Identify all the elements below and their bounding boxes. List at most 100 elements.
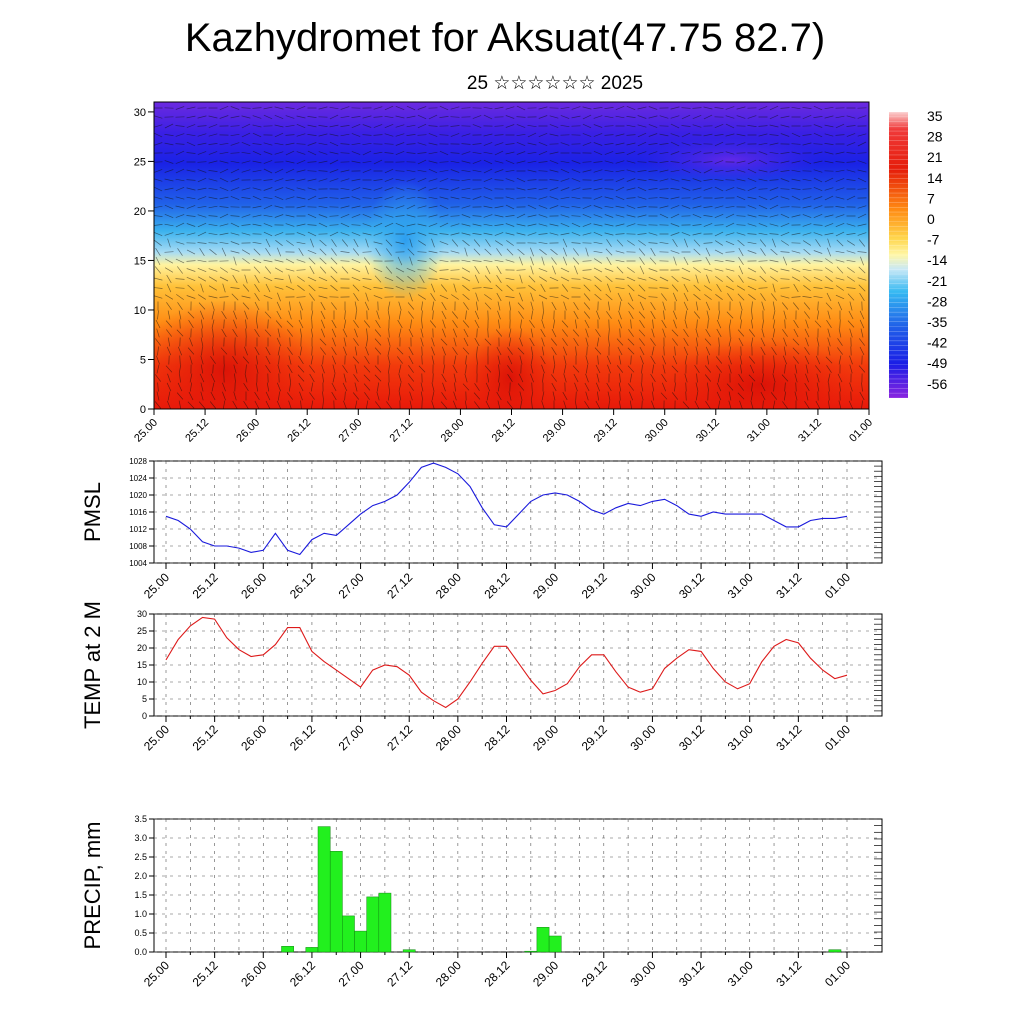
temp-series-line	[165, 616, 848, 709]
temp-y-tick-label: 5	[142, 694, 147, 704]
temp-y-tick-label: 25	[137, 626, 147, 636]
temp-x-tick-label: 29.00	[530, 722, 561, 753]
pmsl-y-tick-label: 1012	[129, 525, 147, 534]
temp-y-tick-label: 30	[137, 609, 147, 619]
precip-bar	[329, 851, 343, 953]
temp-x-tick-label: 31.00	[725, 722, 756, 753]
xsec-x-tick-label: 26.00	[234, 417, 262, 445]
precip-bar	[548, 935, 562, 953]
precip-panel: 0.0 0.5 1.0 1.5 2.0 2.5 3.0 3.5 25.00 25.12 26.00 2…	[80, 814, 883, 989]
precip-x-tick-label: 28.12	[481, 958, 512, 989]
precip-bar	[536, 927, 550, 953]
precip-y-tick-label: 2.5	[134, 852, 147, 862]
warm-core-left	[154, 300, 315, 409]
precip-x-tick-label: 29.00	[530, 958, 561, 989]
temp-x-tick-label: 30.12	[676, 722, 707, 753]
precip-x-tick-label: 25.00	[141, 958, 172, 989]
precip-x-tick-label: 25.12	[190, 958, 221, 989]
precip-x-tick-label: 01.00	[822, 958, 853, 989]
xsec-x-tick-label: 29.12	[592, 417, 620, 445]
colorbar-label: 21	[927, 149, 943, 165]
temp-x-tick-label: 26.00	[238, 722, 269, 753]
pmsl-y-axis-label: PMSL	[80, 482, 105, 542]
pmsl-y-tick-label: 1004	[129, 559, 147, 568]
pmsl-panel: 1004 1008 1012 1016 1020 1024 1028 25.00 25.12 26…	[80, 457, 883, 601]
precip-y-tick-label: 0.0	[134, 947, 147, 957]
precip-bar	[281, 946, 294, 953]
xsec-y-tick-label: 25	[134, 156, 146, 168]
pmsl-x-tick-label: 25.00	[141, 570, 172, 601]
pmsl-x-tick-label: 26.00	[238, 570, 269, 601]
chart-title: Kazhydromet for Aksuat(47.75 82.7)	[184, 16, 826, 60]
temp-x-tick-label: 27.00	[336, 722, 367, 753]
xsec-y-tick-label: 0	[140, 404, 146, 416]
colorbar-label: -56	[927, 376, 947, 392]
precip-bar	[378, 892, 392, 953]
warm-core-right	[665, 340, 855, 409]
xsec-x-tick-label: 28.12	[490, 417, 518, 445]
pmsl-x-tick-label: 29.00	[530, 570, 561, 601]
colorbar-label: 35	[927, 108, 943, 124]
xsec-x-tick-label: 26.12	[285, 417, 313, 445]
precip-bar	[317, 826, 331, 953]
precip-y-axis-label: PRECIP, mm	[80, 822, 105, 950]
pmsl-series-line	[165, 462, 848, 556]
precip-x-tick-label: 26.12	[287, 958, 318, 989]
xsec-x-tick-label: 31.12	[796, 417, 824, 445]
temp-y-tick-label: 20	[137, 643, 147, 653]
temp-x-tick-label: 25.12	[190, 722, 221, 753]
xsec-x-tick-label: 25.12	[183, 417, 211, 445]
precip-x-tick-label: 30.12	[676, 958, 707, 989]
pmsl-x-tick-label: 31.12	[773, 570, 804, 601]
pmsl-x-tick-label: 27.00	[336, 570, 367, 601]
colorbar-label: -28	[927, 293, 947, 309]
temp-y-tick-label: 0	[142, 711, 147, 721]
colorbar-label: -35	[927, 314, 947, 330]
xsec-x-tick-label: 30.12	[694, 417, 722, 445]
temp-y-tick-label: 10	[137, 677, 147, 687]
precip-x-tick-label: 27.00	[336, 958, 367, 989]
precip-x-tick-label: 30.00	[627, 958, 658, 989]
precip-x-tick-label: 27.12	[384, 958, 415, 989]
pmsl-y-tick-label: 1008	[129, 542, 147, 551]
colorbar-label: -42	[927, 335, 947, 351]
xsec-x-tick-label: 01.00	[847, 417, 875, 445]
colorbar-label: 28	[927, 129, 943, 145]
colorbar-label: 7	[927, 190, 935, 206]
temp-x-tick-label: 28.12	[481, 722, 512, 753]
xsec-y-tick-label: 30	[134, 107, 146, 119]
pmsl-x-tick-label: 01.00	[822, 570, 853, 601]
precip-bar	[305, 947, 319, 953]
pmsl-y-tick-label: 1020	[129, 491, 147, 500]
xsec-x-tick-label: 31.00	[745, 417, 773, 445]
xsec-y-tick-label: 10	[134, 305, 146, 317]
pmsl-y-tick-label: 1024	[129, 474, 147, 483]
colorbar-label: -14	[927, 252, 947, 268]
pmsl-y-tick-label: 1028	[129, 457, 147, 466]
pmsl-x-tick-label: 28.00	[433, 570, 464, 601]
pmsl-y-tick-label: 1016	[129, 508, 147, 517]
pmsl-x-tick-label: 30.00	[627, 570, 658, 601]
temp-x-tick-label: 26.12	[287, 722, 318, 753]
temp-x-tick-label: 27.12	[384, 722, 415, 753]
precip-bar	[354, 930, 367, 953]
precip-bar	[524, 950, 538, 953]
pmsl-x-tick-label: 26.12	[287, 570, 318, 601]
precip-x-tick-label: 26.00	[238, 958, 269, 989]
precip-y-tick-label: 0.5	[134, 928, 147, 938]
colorbar-label: -49	[927, 355, 947, 371]
precip-x-tick-label: 31.12	[773, 958, 804, 989]
precip-y-tick-label: 1.0	[134, 909, 147, 919]
pmsl-x-tick-label: 30.12	[676, 570, 707, 601]
precip-y-tick-label: 3.0	[134, 833, 147, 843]
temp-panel: 0 5 10 15 20 25 30 25.00 25.12 26.00 26.12 27.00 27.…	[80, 601, 883, 753]
colorbar-scale	[889, 112, 908, 398]
temp-x-tick-label: 25.00	[141, 722, 172, 753]
colorbar-label: -21	[927, 273, 947, 289]
chart-subtitle: 25 ☆☆☆☆☆☆ 2025	[466, 73, 644, 94]
precip-y-tick-label: 3.5	[134, 814, 147, 824]
temp-x-tick-label: 01.00	[822, 722, 853, 753]
wind-barb-lines	[154, 105, 867, 409]
pmsl-x-tick-label: 29.12	[579, 570, 610, 601]
